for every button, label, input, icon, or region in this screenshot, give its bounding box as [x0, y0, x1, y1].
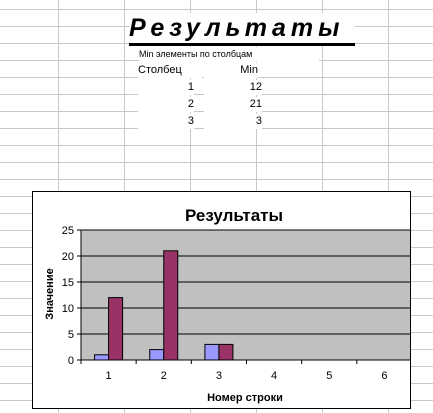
plot-area	[81, 230, 410, 360]
row-2-min[interactable]: 21	[204, 97, 262, 112]
header-column[interactable]: Столбец	[138, 63, 202, 78]
y-axis-label: Значение	[44, 268, 56, 319]
row-1-column[interactable]: 1	[138, 80, 194, 95]
x-axis-label: Номер строки	[207, 392, 283, 404]
chart-frame[interactable]: 0 5 10 15 20 25 1 2 3 4 5 6 Результаты Номер строки…	[32, 191, 411, 409]
y-tick-label: 15	[62, 277, 74, 289]
header-min[interactable]: Min	[204, 63, 258, 78]
bar-series-2-category-2[interactable]	[163, 250, 179, 361]
y-tick-label: 10	[62, 303, 74, 315]
row-3-column[interactable]: 3	[138, 114, 194, 129]
bar-series-1-category-1[interactable]	[94, 354, 110, 361]
row-2-column[interactable]: 2	[138, 97, 194, 112]
bar-chart[interactable]: 0 5 10 15 20 25 1 2 3 4 5 6 Результаты Номер строки…	[33, 192, 410, 408]
sheet-title: Результаты	[129, 13, 355, 46]
x-tick-label: 2	[161, 370, 167, 382]
y-tick-label: 20	[62, 251, 74, 263]
chart-title: Результаты	[185, 206, 283, 225]
bar-series-2-category-3[interactable]	[218, 343, 234, 361]
x-tick-label: 3	[216, 370, 222, 382]
row-3-min[interactable]: 3	[204, 114, 262, 129]
row-1-min[interactable]: 12	[204, 80, 262, 95]
x-tick-label: 5	[326, 370, 332, 382]
y-tick-label: 0	[68, 355, 74, 367]
table-subtitle[interactable]: Min элементы по столбцам	[139, 47, 319, 62]
bar-series-1-category-2[interactable]	[149, 349, 165, 361]
bar-series-1-category-3[interactable]	[204, 343, 220, 361]
x-tick-label: 4	[271, 370, 277, 382]
y-tick-label: 5	[68, 329, 74, 341]
bar-series-2-category-1[interactable]	[108, 297, 124, 361]
x-tick-label: 1	[106, 370, 112, 382]
x-tick-label: 6	[381, 370, 387, 382]
y-tick-label: 25	[62, 225, 74, 237]
